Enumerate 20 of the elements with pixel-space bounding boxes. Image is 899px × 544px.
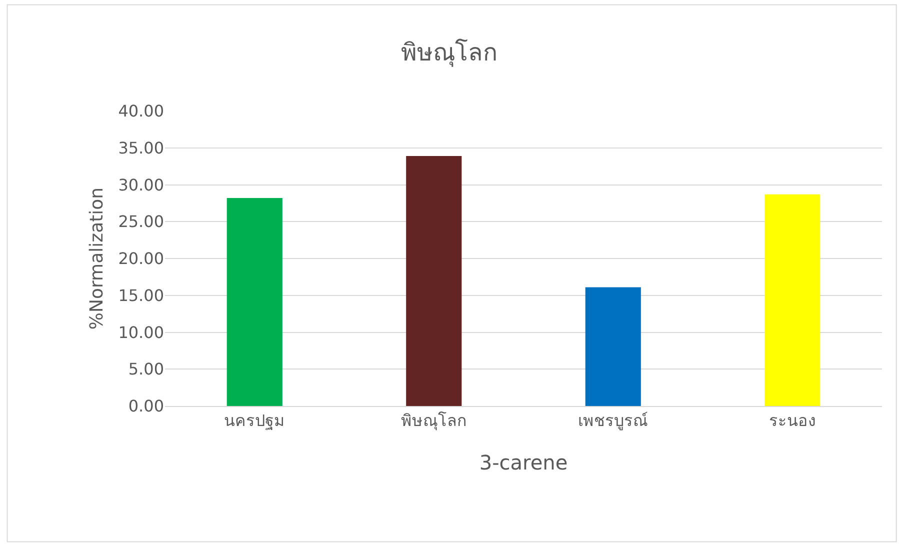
x-tick-label: นครปฐม <box>224 411 286 430</box>
x-tick-label: ระนอง <box>768 411 816 430</box>
x-tick-label: เพชรบูรณ์ <box>578 411 648 432</box>
y-tick-label: 35.00 <box>118 138 164 158</box>
y-tick-label: 40.00 <box>118 102 164 121</box>
y-tick-label: 25.00 <box>118 212 164 232</box>
y-tick-label: 10.00 <box>118 322 164 342</box>
bar <box>406 156 462 406</box>
bar <box>585 287 641 406</box>
y-tick-label: 30.00 <box>118 175 164 194</box>
x-tick-label: พิษณุโลก <box>400 411 467 432</box>
bar <box>764 194 820 406</box>
y-tick-label: 20.00 <box>118 249 164 268</box>
y-tick-label: 0.00 <box>128 396 164 416</box>
chart-title: พิษณุโลก <box>401 38 498 68</box>
y-tick-label: 5.00 <box>128 360 164 379</box>
y-axis-title: %Normalization <box>86 187 108 330</box>
y-tick-label: 15.00 <box>118 286 164 305</box>
x-axis-title: 3-carene <box>479 450 568 475</box>
bar <box>226 198 282 406</box>
